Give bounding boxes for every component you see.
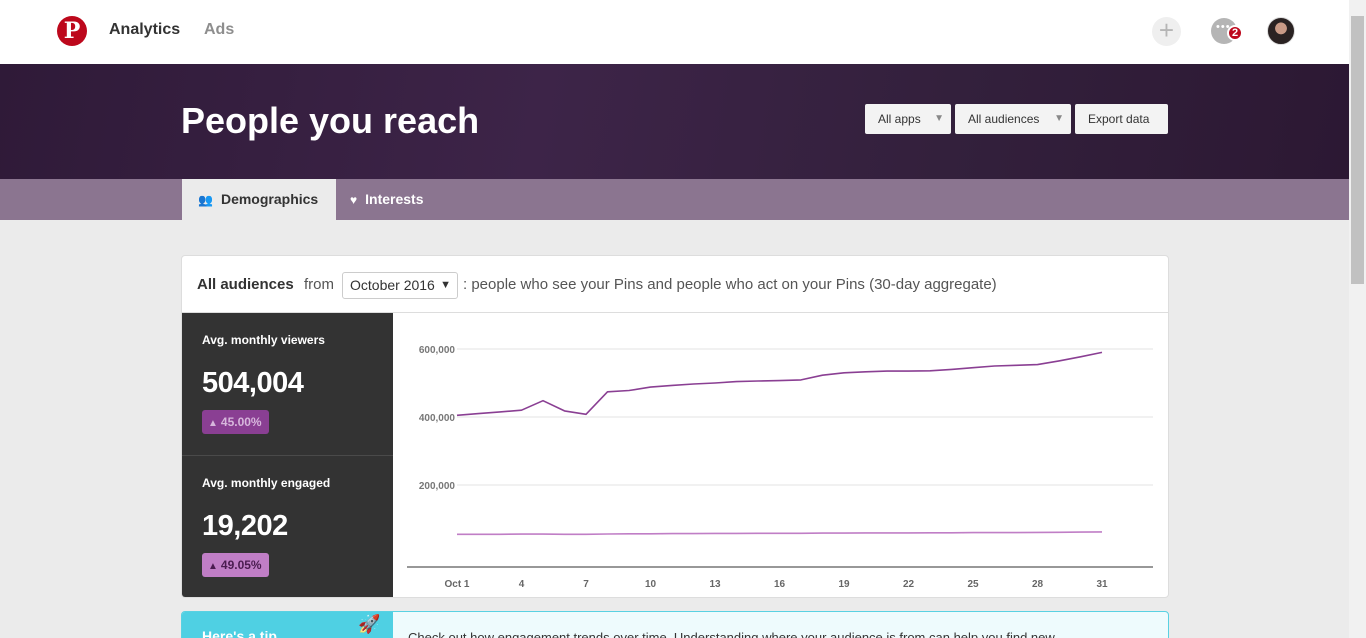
audience-label: All audiences — [197, 276, 294, 293]
caret-down-icon: ▼ — [934, 113, 944, 124]
rocket-icon: 🚀 — [358, 614, 381, 634]
hero-banner: People you reach All apps ▼ All audience… — [0, 64, 1349, 179]
people-icon: 👥 — [198, 193, 213, 207]
nav-link-analytics[interactable]: Analytics — [109, 21, 181, 38]
all-apps-label: All apps — [878, 112, 921, 126]
x-tick-label: 16 — [774, 579, 786, 590]
viewers-series-line — [456, 351, 1103, 417]
tip-header: Here's a tip 🚀 — [182, 612, 393, 638]
export-data-button[interactable]: Export data — [1075, 104, 1168, 134]
all-audiences-dropdown[interactable]: All audiences ▼ — [955, 104, 1071, 134]
x-tick-label: 22 — [903, 579, 915, 590]
caret-down-icon: ▼ — [440, 279, 451, 291]
y-tick-label: 400,000 — [419, 413, 456, 424]
line-chart: 600,000 400,000 200,000 Oct 1 4 7 10 13 16 19 22 25… — [393, 313, 1168, 597]
plus-icon[interactable]: + — [1152, 17, 1181, 46]
stat-value: 19,202 — [202, 510, 288, 542]
x-tick-label: 25 — [967, 579, 979, 590]
change-badge: ▲ 45.00% — [202, 410, 269, 434]
pinterest-logo-icon[interactable]: P — [57, 16, 87, 46]
stats-panel: Avg. monthly viewers 504,004 ▲ 45.00% Avg… — [182, 313, 393, 597]
x-tick-label: 13 — [709, 579, 721, 590]
change-value: 49.05% — [220, 558, 262, 572]
tab-interests[interactable]: ♥ Interests — [336, 179, 423, 220]
month-value: October 2016 — [350, 277, 435, 293]
tab-demographics[interactable]: 👥 Demographics — [182, 179, 336, 220]
y-tick-label: 600,000 — [419, 345, 456, 356]
tab-label: Demographics — [220, 191, 319, 207]
scrollbar[interactable] — [1349, 0, 1366, 638]
caret-down-icon: ▼ — [1054, 113, 1064, 124]
stat-viewers[interactable]: Avg. monthly viewers 504,004 ▲ 45.00% — [182, 313, 393, 456]
x-tick-label: 19 — [838, 579, 850, 590]
tip-banner: Here's a tip 🚀 Check out how engagement … — [181, 611, 1169, 638]
arrow-up-icon: ▲ — [208, 418, 218, 429]
engaged-series-line — [457, 531, 1103, 536]
all-audiences-label: All audiences — [968, 112, 1040, 126]
x-tick-label: 10 — [645, 579, 657, 590]
stat-label: Avg. monthly engaged — [202, 476, 331, 490]
x-tick-label: 31 — [1096, 579, 1108, 590]
audience-card: All audiences from October 2016 ▼ : peop… — [181, 255, 1169, 598]
card-header: All audiences from October 2016 ▼ : peop… — [182, 256, 1168, 313]
line-chart-svg: 600,000 400,000 200,000 Oct 1 4 7 10 13 16 19 22 25… — [407, 345, 1153, 590]
x-tick-label: 7 — [583, 579, 589, 590]
tab-label: Interests — [365, 191, 424, 207]
tip-text: Check out how engagement trends over tim… — [408, 630, 1055, 638]
top-nav: P Analytics Ads + ••• 2 — [0, 0, 1349, 64]
all-apps-dropdown[interactable]: All apps ▼ — [865, 104, 951, 134]
x-tick-label: 4 — [519, 579, 525, 590]
change-value: 45.00% — [220, 415, 262, 429]
stat-value: 504,004 — [202, 367, 304, 399]
messages-badge: 2 — [1227, 25, 1243, 41]
change-badge: ▲ 49.05% — [202, 553, 269, 577]
scrollbar-thumb[interactable] — [1351, 16, 1364, 284]
stat-engaged[interactable]: Avg. monthly engaged 19,202 ▲ 49.05% — [182, 456, 393, 597]
avatar[interactable] — [1267, 17, 1295, 45]
nav-link-ads[interactable]: Ads — [204, 21, 235, 38]
arrow-up-icon: ▲ — [208, 561, 218, 572]
x-tick-label: Oct 1 — [444, 579, 469, 590]
month-dropdown[interactable]: October 2016 ▼ — [342, 272, 458, 299]
y-tick-label: 200,000 — [419, 481, 456, 492]
stat-label: Avg. monthly viewers — [202, 333, 325, 347]
tip-title: Here's a tip — [202, 628, 277, 638]
card-description: : people who see your Pins and people wh… — [463, 276, 997, 293]
x-tick-label: 28 — [1032, 579, 1044, 590]
heart-icon: ♥ — [350, 193, 358, 207]
tab-bar: 👥 Demographics ♥ Interests — [0, 179, 1349, 220]
from-label: from — [304, 276, 334, 293]
page-title: People you reach — [181, 100, 480, 141]
